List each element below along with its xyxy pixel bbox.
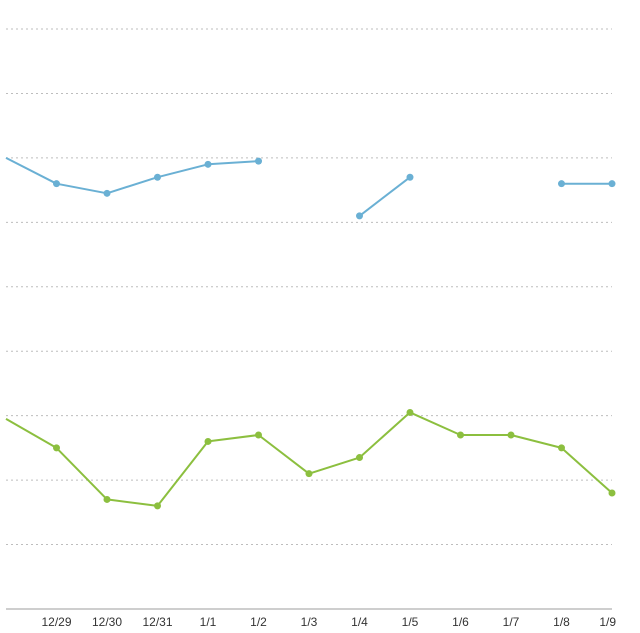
data-point [356,212,363,220]
data-point [154,173,161,181]
data-point [255,431,262,439]
x-tick-label: 1/6 [452,615,469,629]
x-tick-label: 12/30 [92,615,122,629]
x-tick-label: 1/2 [250,615,267,629]
data-point [507,431,515,439]
x-tick-label: 1/3 [301,615,318,629]
data-point [608,489,616,497]
gridlines [6,28,612,546]
data-point [558,444,565,452]
x-tick-label: 12/31 [142,615,172,629]
data-point [204,160,212,168]
data-point [103,495,111,503]
x-tick-label: 1/5 [402,615,419,629]
x-tick-label: 1/4 [351,615,368,629]
series-line [358,176,411,217]
x-tick-label: 12/29 [41,615,71,629]
x-tick-labels: 12/29 12/30 12/31 1/1 1/2 1/3 1/4 1/5 1/6 1/7 1/8 1… [41,615,616,629]
x-tick-label: 1/8 [553,615,570,629]
series-1 [5,157,616,220]
x-tick-label: 1/9 [599,615,616,629]
series-2 [5,408,616,510]
series-line [5,157,259,195]
data-point [356,454,363,462]
data-point [154,502,161,510]
x-tick-label: 1/7 [503,615,520,629]
data-point [53,180,60,188]
data-point [305,470,313,478]
data-point [558,180,565,188]
data-point [406,408,414,416]
data-point [204,437,212,445]
data-point [53,444,60,452]
series-layer [5,157,616,510]
data-point [406,173,414,181]
x-tick-label: 1/1 [200,615,217,629]
data-point [255,157,262,165]
data-point [608,180,616,188]
series-line [5,411,613,507]
data-point [103,189,111,197]
data-point [457,431,464,439]
